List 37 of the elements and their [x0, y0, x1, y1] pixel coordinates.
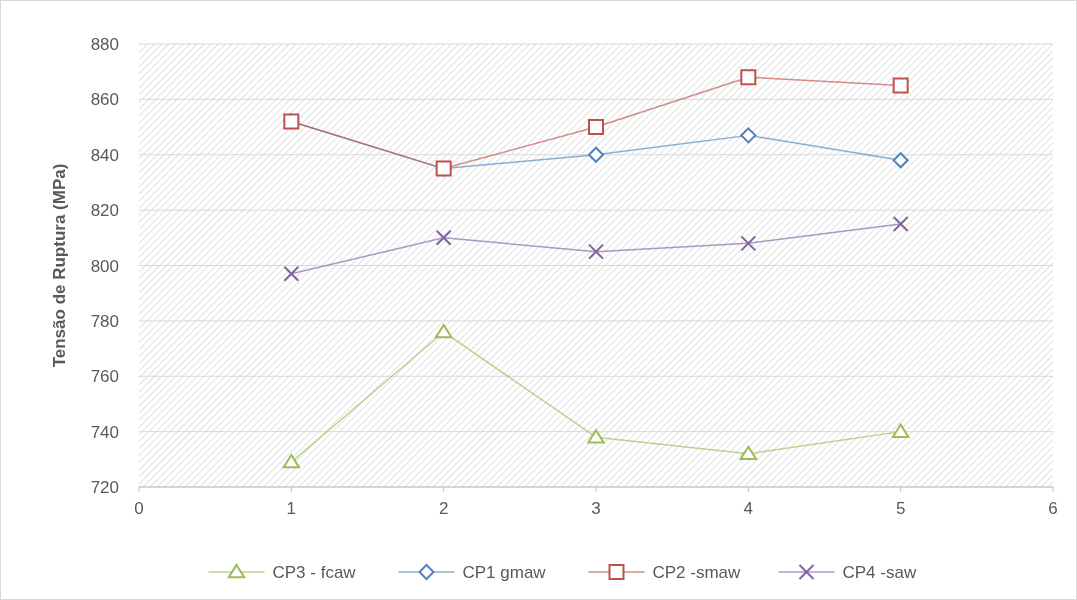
y-tick-label: 740 [90, 422, 119, 442]
x-tick-label: 2 [438, 499, 449, 518]
point [740, 235, 757, 252]
y-tick-label: 720 [90, 478, 119, 497]
legend-label: CP1 gmaw [462, 563, 547, 582]
x-tick-label: 0 [134, 499, 144, 518]
point [282, 454, 301, 469]
point [283, 265, 300, 282]
point [892, 152, 909, 169]
y-tick-label: 860 [90, 90, 119, 110]
y-tick-label: 760 [90, 367, 119, 387]
x-tick-label: 6 [1048, 499, 1058, 518]
point [588, 119, 604, 136]
y-tick-label: 820 [90, 201, 119, 221]
y-tick-label: 780 [90, 311, 119, 331]
point [739, 445, 758, 461]
y-axis-title: Tensão de Ruptura (MPa) [50, 163, 69, 368]
x-tick-label: 1 [286, 499, 297, 518]
point [892, 215, 909, 232]
x-tick-label: 3 [591, 499, 601, 518]
x-tick-label: 5 [895, 499, 906, 518]
y-tick-label: 880 [90, 35, 119, 54]
y-tick-label: 840 [90, 145, 119, 165]
point [588, 243, 604, 260]
point [740, 69, 757, 86]
point [740, 127, 757, 144]
point [588, 146, 604, 163]
legend-label: CP2 -smaw [652, 563, 742, 582]
legend-label: CP4 -saw [842, 563, 917, 582]
point [435, 229, 452, 246]
point [891, 423, 910, 438]
point [587, 429, 605, 444]
legend-label: CP3 - fcaw [272, 563, 357, 582]
point [892, 77, 909, 94]
point [434, 323, 453, 339]
x-tick-label: 4 [743, 499, 754, 518]
y-tick-label: 800 [90, 256, 119, 276]
